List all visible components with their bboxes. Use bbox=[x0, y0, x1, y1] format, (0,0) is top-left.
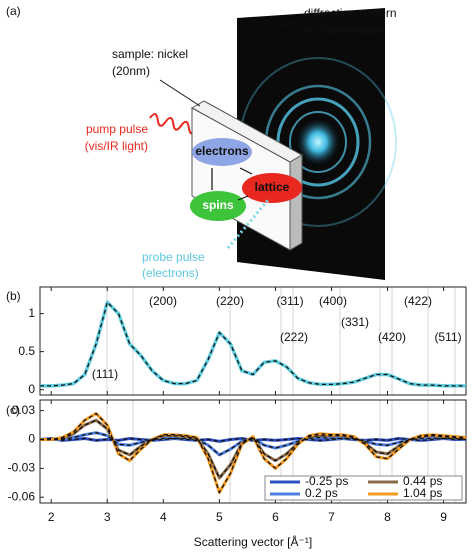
x-tick-label: 3 bbox=[104, 510, 111, 524]
legend-label: 0.44 ps bbox=[403, 474, 442, 488]
x-tick-label: 8 bbox=[384, 510, 391, 524]
node-label: lattice bbox=[255, 180, 290, 194]
legend-label: 0.2 ps bbox=[305, 486, 338, 500]
annotation: (222) bbox=[280, 330, 308, 344]
annotation: (420) bbox=[378, 330, 406, 344]
x-tick-label: 5 bbox=[216, 510, 223, 524]
panel-label: (b) bbox=[6, 289, 21, 303]
plot-frame bbox=[39, 399, 467, 504]
fit-line bbox=[40, 432, 467, 456]
fit-line bbox=[40, 412, 467, 494]
diffraction-label: in transmission bbox=[304, 23, 384, 37]
probe-label: probe pulse bbox=[142, 250, 205, 264]
annotation: (220) bbox=[216, 294, 244, 308]
annotation: (400) bbox=[319, 294, 347, 308]
annotation: (511) bbox=[434, 330, 461, 344]
y-tick-label: 0 bbox=[28, 382, 35, 396]
y-tick-label: -0.03 bbox=[8, 461, 36, 475]
legend-label: -0.25 ps bbox=[305, 474, 348, 488]
legend-label: 1.04 ps bbox=[403, 486, 442, 500]
x-tick-label: 7 bbox=[328, 510, 335, 524]
fit-line bbox=[40, 300, 466, 387]
diffraction-label: diffraction pattern bbox=[304, 6, 397, 20]
panel-label: (a) bbox=[6, 4, 21, 18]
sample-side bbox=[289, 154, 303, 251]
annotation: (331) bbox=[341, 315, 369, 329]
plot-frame bbox=[39, 286, 467, 396]
annotation: (200) bbox=[149, 294, 177, 308]
probe-beam bbox=[226, 199, 270, 249]
data-line bbox=[40, 418, 467, 480]
x-tick-label: 2 bbox=[48, 510, 55, 524]
y-tick-label: 1 bbox=[28, 306, 35, 320]
node bbox=[192, 138, 252, 166]
node-label: electrons bbox=[195, 144, 249, 158]
pump-label: (vis/IR light) bbox=[85, 139, 148, 153]
legend-box bbox=[264, 475, 463, 501]
annotation: (311) bbox=[276, 294, 303, 308]
y-tick-label: 0.03 bbox=[12, 403, 36, 417]
leader-line bbox=[159, 79, 201, 107]
x-axis-label: Scattering vector [Å⁻¹] bbox=[194, 534, 312, 549]
y-tick-label: -0.06 bbox=[8, 489, 36, 503]
leader-line bbox=[271, 19, 301, 31]
annotation: (111) bbox=[92, 367, 118, 381]
fit-line bbox=[39, 437, 466, 443]
x-tick-label: 6 bbox=[272, 510, 279, 524]
annotation: (422) bbox=[404, 294, 432, 308]
y-tick-label: 0.5 bbox=[18, 344, 35, 358]
sample-label: sample: nickel bbox=[112, 47, 188, 61]
node-label: spins bbox=[202, 198, 234, 212]
panel-label: (c) bbox=[6, 403, 20, 417]
node bbox=[242, 173, 302, 203]
coupling-arrows bbox=[211, 167, 253, 201]
x-tick-label: 4 bbox=[160, 510, 167, 524]
probe-label: (electrons) bbox=[142, 266, 199, 280]
pump-label: pump pulse bbox=[86, 122, 148, 136]
x-tick-label: 9 bbox=[440, 510, 447, 524]
diffraction-center bbox=[296, 118, 340, 166]
fit-line bbox=[40, 419, 467, 480]
sample-label: (20nm) bbox=[112, 64, 150, 78]
node bbox=[190, 191, 246, 221]
y-tick-label: 0 bbox=[28, 432, 35, 446]
